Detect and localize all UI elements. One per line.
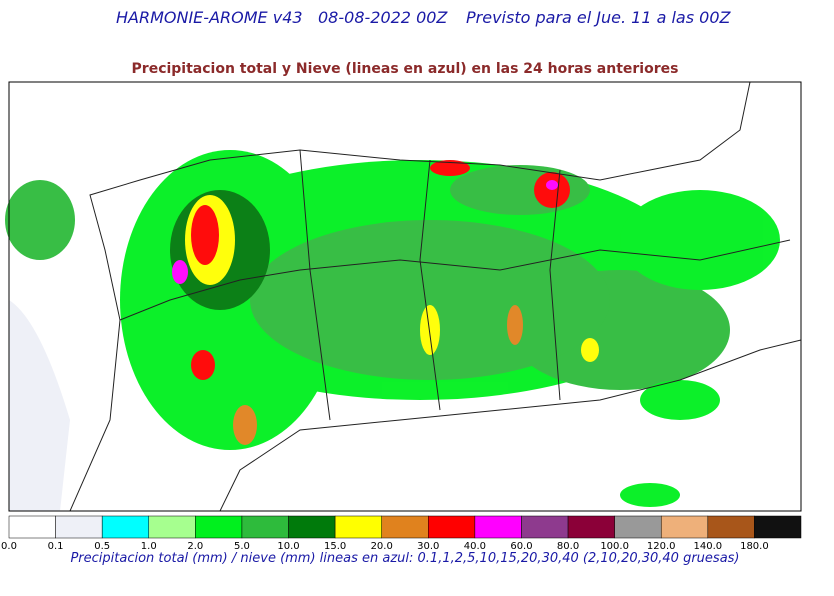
legend-label: 60.0 — [510, 541, 532, 552]
legend-swatch — [428, 515, 476, 539]
legend-swatch — [241, 515, 289, 539]
legend-label: 0.1 — [48, 541, 64, 552]
legend-caption: Precipitacion total (mm) / nieve (mm) li… — [70, 551, 740, 566]
legend-swatch — [474, 515, 522, 539]
legend-swatch — [381, 515, 429, 539]
model-name: HARMONIE-AROME v43 — [116, 8, 303, 27]
legend-swatch — [707, 515, 755, 539]
legend-swatch — [660, 515, 709, 539]
legend-label: 1.0 — [141, 541, 157, 552]
map — [5, 81, 802, 512]
borders — [69, 81, 802, 512]
legend-label: 120.0 — [647, 541, 676, 552]
legend-label: 0.0 — [1, 541, 17, 552]
legend-label: 180.0 — [740, 541, 769, 552]
precip-field — [5, 150, 780, 507]
legend-label: 40.0 — [464, 541, 486, 552]
legend-label: 5.0 — [234, 541, 250, 552]
legend-swatch — [55, 515, 103, 539]
color-legend: 0.0 0.1 0.5 1.0 2.0 5.0 10.0 15.0 20.0 30.0 40.0 60… — [1, 515, 802, 552]
legend-swatch — [754, 515, 802, 539]
map-subtitle: Precipitacion total y Nieve (lineas en a… — [131, 61, 679, 77]
sea-haze — [9, 300, 70, 511]
legend-label: 140.0 — [694, 541, 723, 552]
legend-swatch — [195, 515, 243, 539]
legend-swatch — [567, 515, 615, 539]
legend-swatch — [334, 515, 382, 539]
legend-swatch — [288, 515, 336, 539]
legend-swatch — [614, 515, 662, 539]
legend-swatch — [8, 515, 56, 539]
legend-label: 0.5 — [94, 541, 110, 552]
legend-label: 2.0 — [187, 541, 203, 552]
legend-label: 80.0 — [557, 541, 579, 552]
legend-label: 10.0 — [277, 541, 299, 552]
legend-label: 20.0 — [371, 541, 393, 552]
legend-label: 30.0 — [417, 541, 439, 552]
forecast-time: Previsto para el Jue. 11 a las 00Z — [466, 8, 731, 27]
legend-label: 100.0 — [600, 541, 629, 552]
legend-swatch — [101, 515, 150, 539]
map-frame — [8, 81, 802, 512]
legend-label: 15.0 — [324, 541, 346, 552]
run-time: 08-08-2022 00Z — [318, 8, 448, 27]
legend-swatch — [521, 515, 569, 539]
legend-swatch — [148, 515, 196, 539]
